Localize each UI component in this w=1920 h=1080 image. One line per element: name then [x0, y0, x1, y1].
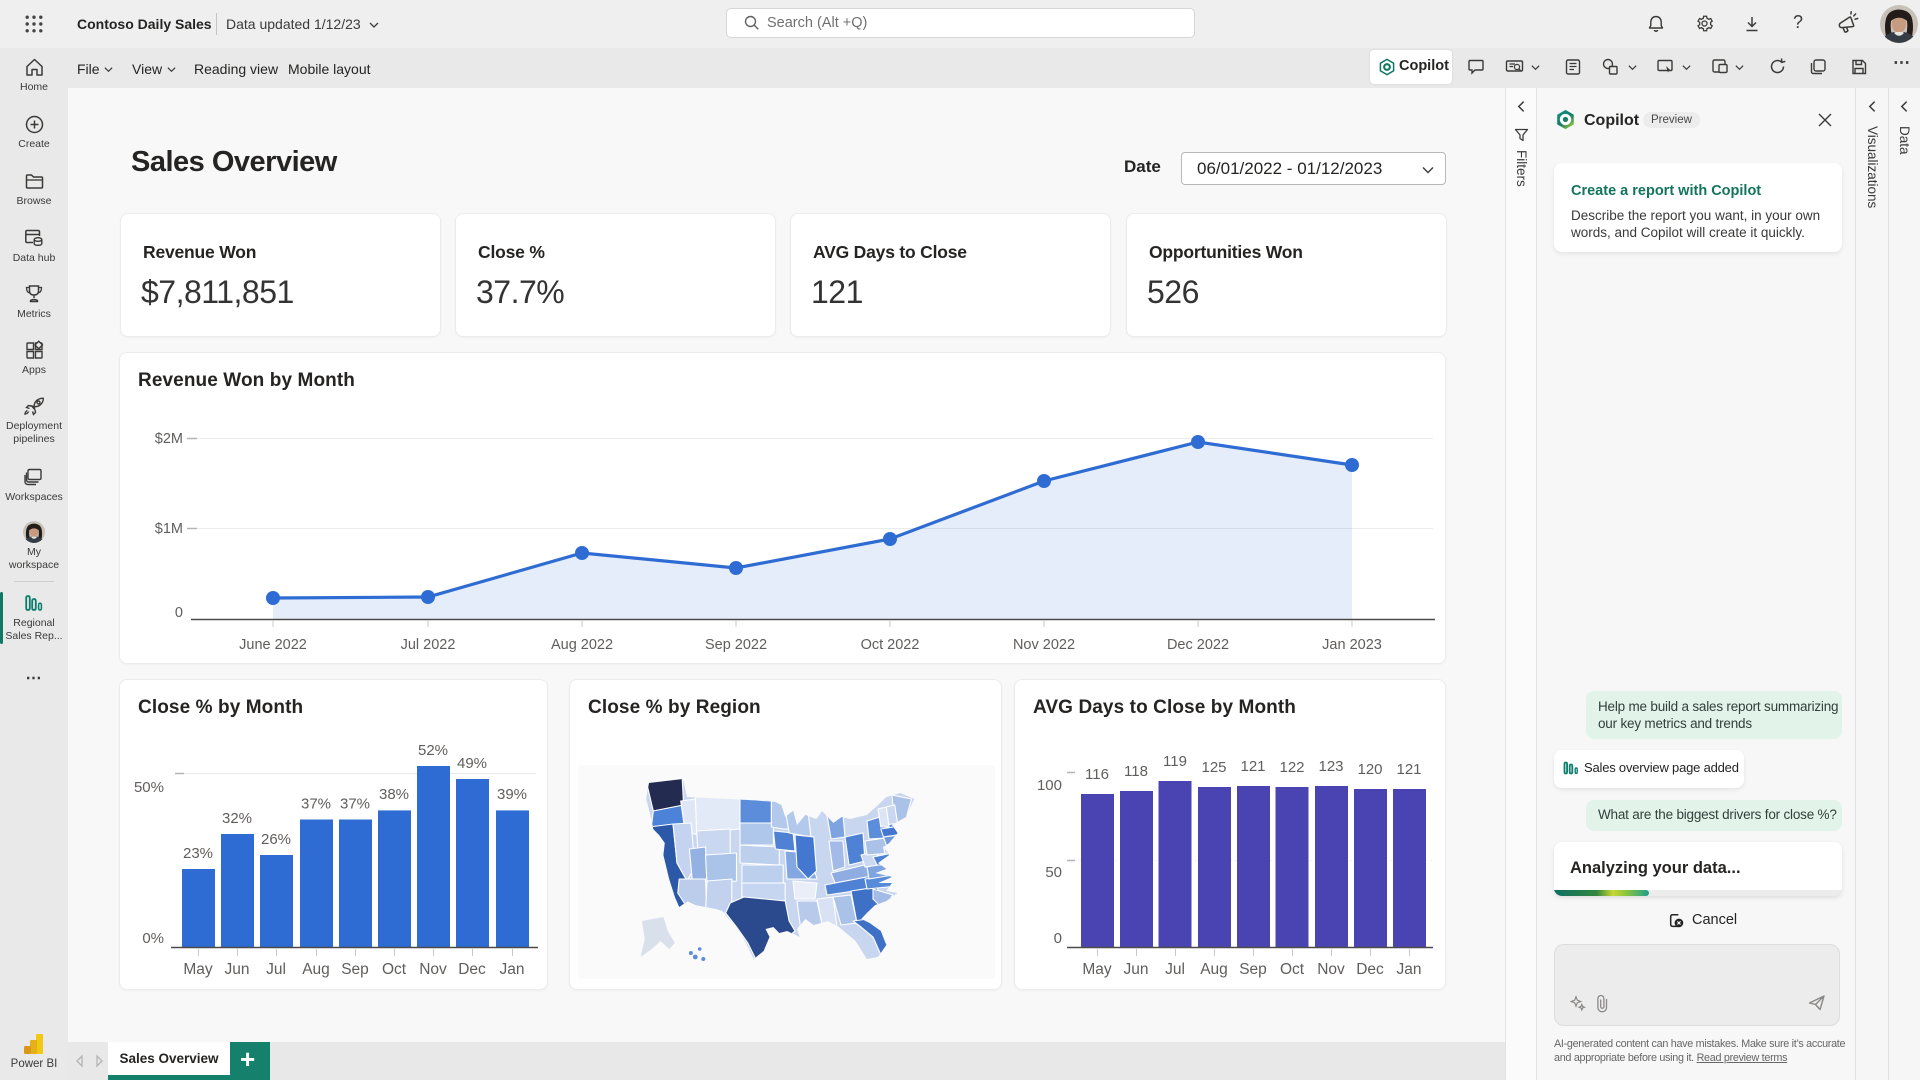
svg-text:0: 0: [1054, 930, 1062, 947]
svg-text:122: 122: [1279, 759, 1304, 776]
svg-text:Nov: Nov: [419, 961, 447, 978]
svg-text:Oct 2022: Oct 2022: [861, 637, 920, 653]
svg-text:Jul: Jul: [1165, 961, 1185, 978]
svg-text:Dec: Dec: [458, 961, 486, 978]
svg-text:Oct: Oct: [382, 961, 407, 978]
svg-text:37%: 37%: [340, 796, 370, 813]
svg-text:23%: 23%: [183, 845, 213, 862]
svg-text:Aug: Aug: [1200, 961, 1228, 978]
svg-text:0: 0: [175, 605, 183, 621]
svg-text:Aug 2022: Aug 2022: [551, 637, 613, 653]
svg-text:116: 116: [1085, 766, 1109, 783]
svg-text:49%: 49%: [457, 755, 487, 772]
svg-text:Jul: Jul: [266, 961, 286, 978]
svg-text:Jan: Jan: [500, 961, 525, 978]
svg-text:Dec: Dec: [1356, 961, 1384, 978]
svg-text:$1M: $1M: [155, 521, 183, 537]
svg-text:Jan: Jan: [1397, 961, 1422, 978]
svg-text:121: 121: [1240, 758, 1265, 775]
svg-text:100: 100: [1037, 777, 1062, 794]
svg-text:Sep: Sep: [1239, 961, 1267, 978]
svg-text:50: 50: [1045, 864, 1062, 881]
svg-text:Nov 2022: Nov 2022: [1013, 637, 1075, 653]
svg-text:Jun: Jun: [1124, 961, 1149, 978]
svg-text:125: 125: [1201, 759, 1226, 776]
svg-text:May: May: [183, 961, 213, 978]
svg-text:52%: 52%: [418, 742, 448, 759]
svg-text:0%: 0%: [142, 930, 164, 947]
svg-text:Dec 2022: Dec 2022: [1167, 637, 1229, 653]
svg-text:37%: 37%: [301, 796, 331, 813]
svg-text:Jun: Jun: [225, 961, 250, 978]
svg-text:Oct: Oct: [1280, 961, 1305, 978]
svg-text:119: 119: [1163, 753, 1187, 770]
svg-text:39%: 39%: [497, 786, 527, 803]
svg-text:June 2022: June 2022: [239, 637, 307, 653]
svg-text:Aug: Aug: [302, 961, 330, 978]
svg-text:Jan 2023: Jan 2023: [1322, 637, 1382, 653]
svg-text:Sep: Sep: [341, 961, 369, 978]
svg-text:50%: 50%: [134, 779, 164, 796]
svg-text:118: 118: [1124, 763, 1148, 780]
svg-text:$2M: $2M: [155, 431, 183, 447]
svg-text:26%: 26%: [261, 831, 291, 848]
svg-text:May: May: [1082, 961, 1112, 978]
svg-text:Sep 2022: Sep 2022: [705, 637, 767, 653]
svg-text:Nov: Nov: [1317, 961, 1345, 978]
svg-text:38%: 38%: [379, 786, 409, 803]
svg-text:121: 121: [1396, 761, 1421, 778]
svg-text:120: 120: [1357, 761, 1382, 778]
svg-text:32%: 32%: [222, 810, 252, 827]
svg-text:123: 123: [1318, 758, 1343, 775]
svg-text:Jul 2022: Jul 2022: [401, 637, 456, 653]
